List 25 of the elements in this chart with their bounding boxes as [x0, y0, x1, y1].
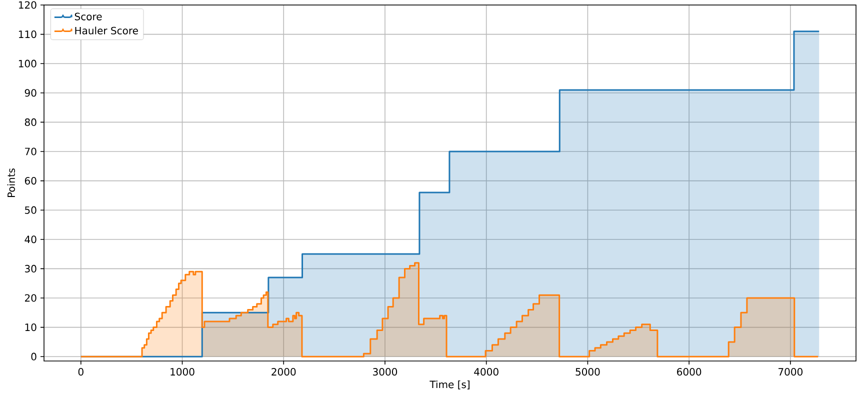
y-tick-label: 50 [25, 206, 36, 214]
y-tick-label: 70 [25, 148, 36, 156]
x-tick-label: 5000 [576, 368, 600, 376]
legend-label: Hauler Score [75, 26, 138, 34]
y-tick-label: 40 [24, 236, 36, 244]
y-tick-label: 10 [25, 324, 36, 332]
y-tick-label: 80 [24, 118, 36, 126]
x-tick-label: 3000 [373, 368, 398, 376]
y-tick-label: 120 [18, 1, 36, 9]
x-tick-label: 6000 [677, 368, 702, 376]
y-tick-label: 90 [24, 89, 36, 97]
y-tick-label: 20 [24, 294, 36, 302]
x-axis-title: Time [s] [430, 380, 470, 390]
y-tick-label: 110 [18, 30, 36, 38]
x-tick-label: 7000 [778, 368, 802, 376]
y-tick-label: 30 [25, 264, 36, 272]
x-tick-label: 4000 [474, 368, 498, 376]
x-tick-label: 1000 [170, 368, 194, 376]
x-tick-label: 2000 [272, 368, 296, 376]
y-axis-title: Points [7, 168, 16, 198]
legend-label: Score [74, 12, 102, 20]
y-tick-label: 0 [31, 352, 36, 360]
y-tick-label: 100 [18, 60, 36, 68]
y-tick-label: 60 [24, 177, 36, 185]
x-tick-label: 0 [78, 368, 84, 376]
